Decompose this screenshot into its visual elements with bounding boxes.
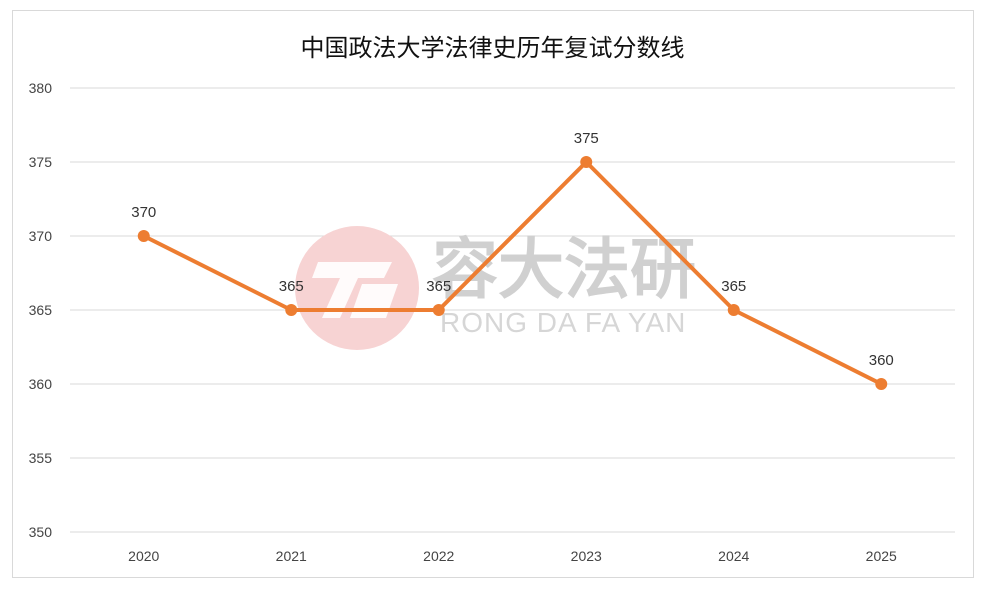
y-tick-label: 365 <box>29 302 53 318</box>
watermark-logo-icon <box>295 226 419 350</box>
x-tick-label: 2021 <box>276 548 307 564</box>
chart-title: 中国政法大学法律史历年复试分数线 <box>300 34 685 62</box>
x-tick-label: 2022 <box>423 548 454 564</box>
y-tick-label: 380 <box>29 80 53 96</box>
x-tick-label: 2023 <box>571 548 602 564</box>
x-tick-label: 2024 <box>718 548 749 564</box>
data-labels: 370 365 365 375 365 360 <box>131 130 894 369</box>
x-tick-label: 2020 <box>128 548 159 564</box>
y-tick-label: 360 <box>29 376 53 392</box>
data-label: 360 <box>869 352 894 369</box>
watermark: 容大法研 RONG DA FA YAN <box>295 226 696 350</box>
y-tick-label: 355 <box>29 450 53 466</box>
data-point <box>285 304 298 316</box>
watermark-en-text: RONG DA FA YAN <box>440 307 686 338</box>
chart-frame <box>12 10 974 578</box>
data-point <box>875 378 888 390</box>
x-axis-ticks: 2020 2021 2022 2023 2024 2025 <box>128 548 897 564</box>
watermark-cn-text: 容大法研 <box>432 231 696 308</box>
data-label: 365 <box>279 278 304 295</box>
series-line <box>142 160 883 386</box>
data-point <box>580 156 593 168</box>
data-point <box>432 304 445 316</box>
data-label: 375 <box>574 130 599 147</box>
y-tick-label: 375 <box>29 154 53 170</box>
y-axis-ticks: 350 355 360 365 370 375 380 <box>29 80 53 540</box>
data-point <box>727 304 740 316</box>
data-label: 365 <box>721 278 746 295</box>
y-tick-label: 370 <box>29 228 53 244</box>
y-tick-label: 350 <box>29 524 53 540</box>
data-points <box>137 156 888 390</box>
gridlines <box>70 87 955 533</box>
data-label: 370 <box>131 204 156 221</box>
x-tick-label: 2025 <box>866 548 897 564</box>
data-point <box>137 230 150 242</box>
data-label: 365 <box>426 278 451 295</box>
